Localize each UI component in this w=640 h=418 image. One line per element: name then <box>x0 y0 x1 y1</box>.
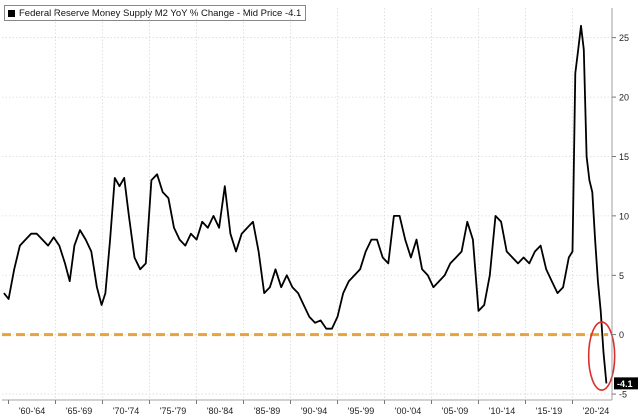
x-tick-label: '20-'24 <box>583 406 609 416</box>
series-line <box>3 24 608 384</box>
y-tick-label: 0 <box>619 330 624 340</box>
y-tick-label: 15 <box>619 152 629 162</box>
x-tick-label: '90-'94 <box>301 406 327 416</box>
last-value-badge <box>614 377 638 390</box>
legend-swatch-icon <box>8 9 15 17</box>
x-tick-label: '65-'69 <box>66 406 92 416</box>
y-axis-ticks: 25 20 15 10 5 0 -5 <box>611 8 629 400</box>
y-tick-label: 25 <box>619 33 629 43</box>
x-tick-label: '15-'19 <box>536 406 562 416</box>
highlight-group <box>587 321 616 391</box>
x-tick-label: '60-'64 <box>19 406 45 416</box>
last-value-label: -4.1 <box>617 379 633 389</box>
grid-lines <box>2 8 612 400</box>
x-tick-label: '00-'04 <box>395 406 421 416</box>
y-tick-label: -5 <box>619 390 627 400</box>
y-tick-label: 10 <box>619 211 629 221</box>
x-tick-label: '85-'89 <box>254 406 280 416</box>
x-tick-label: '75-'79 <box>160 406 186 416</box>
highlight-circle <box>587 321 616 391</box>
last-value-label-group: -4.1 <box>614 377 638 390</box>
legend-label: Federal Reserve Money Supply M2 YoY % Ch… <box>19 7 302 19</box>
x-tick-label: '95-'99 <box>348 406 374 416</box>
y-tick-label: 5 <box>619 271 624 281</box>
x-tick-label: '05-'09 <box>442 406 468 416</box>
x-tick-label: '10-'14 <box>489 406 515 416</box>
x-axis-ticks: '60-'64 '65-'69 '70-'74 '75-'79 '80-'84 '85-'… <box>2 399 612 416</box>
x-tick-label: '70-'74 <box>113 406 139 416</box>
y-tick-label: 20 <box>619 93 629 103</box>
x-tick-label: '80-'84 <box>207 406 233 416</box>
legend: Federal Reserve Money Supply M2 YoY % Ch… <box>4 5 307 21</box>
series-group <box>3 24 608 384</box>
